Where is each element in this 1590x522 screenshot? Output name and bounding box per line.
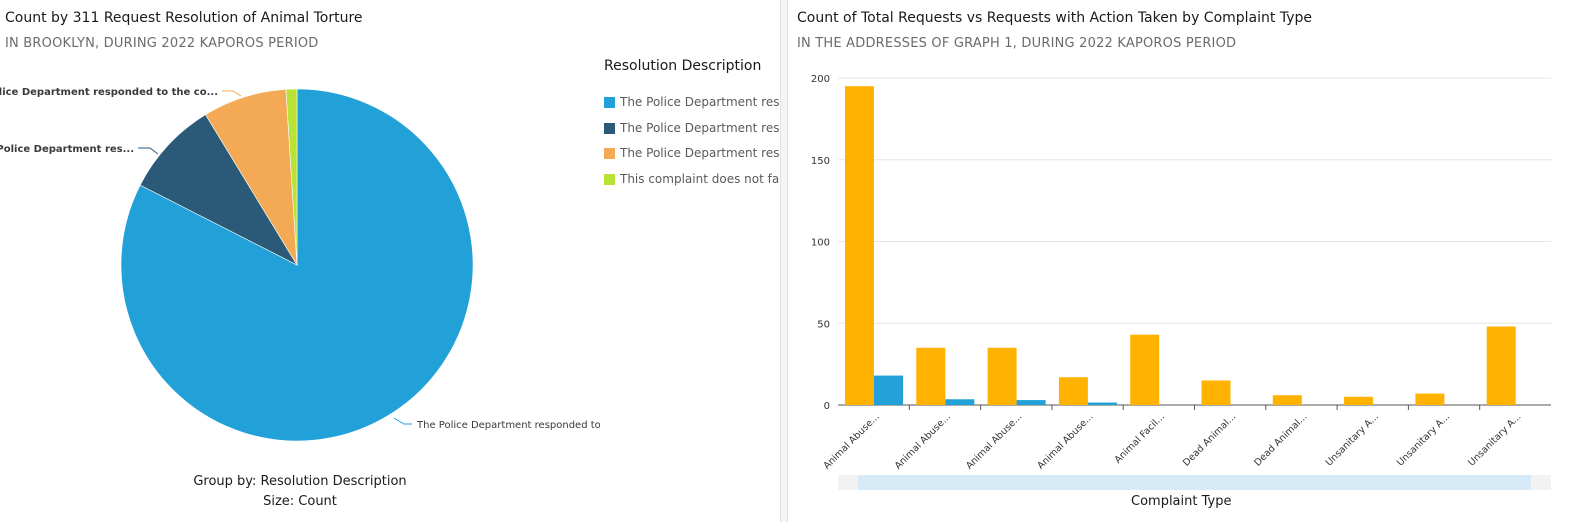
pie-label-leader — [222, 90, 242, 97]
x-tick-label: Unsanitary A... — [1466, 411, 1523, 468]
x-tick-label: Animal Abuse... — [821, 411, 881, 471]
pie-slice-label: The Police Department responded to the c… — [0, 87, 218, 98]
y-tick-label: 150 — [811, 156, 830, 167]
bar-total-requests[interactable] — [987, 347, 1017, 405]
size-label: Size: Count — [263, 494, 337, 509]
x-axis-title: Complaint Type — [1131, 494, 1232, 509]
bar-total-requests[interactable] — [1201, 380, 1231, 405]
bar-total-requests[interactable] — [1415, 393, 1445, 405]
legend-item-label: The Police Department resp... — [620, 121, 799, 135]
bar-action-taken[interactable] — [1087, 402, 1117, 405]
legend-item[interactable]: This complaint does not fal... — [604, 172, 794, 186]
bar-total-requests[interactable] — [916, 347, 946, 405]
x-tick-label: Dead Animal... — [1252, 411, 1309, 468]
y-tick-label: 200 — [811, 74, 830, 85]
legend-swatch — [604, 96, 615, 108]
x-tick-label: Unsanitary A... — [1324, 411, 1381, 468]
legend-swatch — [604, 173, 615, 185]
bar-chart-subtitle: IN THE ADDRESSES OF GRAPH 1, DURING 2022… — [797, 36, 1237, 51]
bar-total-requests[interactable] — [1344, 396, 1374, 405]
x-tick-label: Animal Facil... — [1113, 411, 1167, 465]
legend-swatch — [604, 122, 615, 134]
pie-slice-label: The Police Department res... — [0, 144, 134, 155]
x-tick-label: Animal Abuse... — [893, 411, 953, 471]
legend-item[interactable]: The Police Department resp... — [604, 146, 799, 160]
pie-chart-subtitle: IN BROOKLYN, DURING 2022 KAPOROS PERIOD — [5, 36, 319, 51]
y-tick-label: 50 — [817, 319, 830, 330]
bar-total-requests[interactable] — [1486, 326, 1516, 405]
legend-item-label: The Police Department resp... — [620, 146, 799, 160]
legend-item-label: The Police Department resp... — [620, 95, 799, 109]
pie-label-leader — [138, 147, 159, 155]
legend-item-label: This complaint does not fal... — [620, 172, 794, 186]
pie-slice[interactable] — [285, 88, 298, 266]
group-by-label: Group by: Resolution Description — [193, 474, 407, 489]
pie-slice-label: The Police Department responded to — [416, 420, 600, 431]
scrollbar-thumb[interactable] — [858, 475, 1531, 490]
bar-chart-title: Count of Total Requests vs Requests with… — [797, 10, 1312, 26]
y-tick-label: 100 — [811, 238, 830, 249]
legend-swatch — [604, 147, 615, 159]
bar-action-taken[interactable] — [1016, 400, 1046, 405]
legend-item[interactable]: The Police Department resp... — [604, 95, 799, 109]
x-tick-label: Dead Animal... — [1181, 411, 1238, 468]
bar-total-requests[interactable] — [1058, 377, 1088, 405]
bar-action-taken[interactable] — [874, 375, 903, 405]
bar-total-requests[interactable] — [845, 86, 874, 406]
bar-total-requests[interactable] — [1272, 395, 1302, 405]
pie-chart-panel: Count by 311 Request Resolution of Anima… — [0, 0, 799, 522]
pie-chart: The Police Department responded to The Po… — [0, 87, 600, 442]
y-tick-label: 0 — [824, 401, 830, 412]
pie-slice[interactable] — [139, 114, 298, 266]
x-tick-label: Animal Abuse... — [1035, 411, 1095, 471]
panel-divider[interactable] — [780, 0, 788, 522]
legend-item[interactable]: The Police Department resp... — [604, 121, 799, 135]
legend-title: Resolution Description — [604, 58, 762, 74]
x-tick-label: Animal Abuse... — [964, 411, 1024, 471]
bar-chart-panel: Count of Total Requests vs Requests with… — [788, 0, 1590, 522]
bar-total-requests[interactable] — [1130, 334, 1160, 405]
x-tick-label: Unsanitary A... — [1395, 411, 1452, 468]
pie-chart-title: Count by 311 Request Resolution of Anima… — [5, 10, 363, 26]
bar-action-taken[interactable] — [945, 399, 975, 405]
pie-label-leader — [393, 417, 412, 425]
